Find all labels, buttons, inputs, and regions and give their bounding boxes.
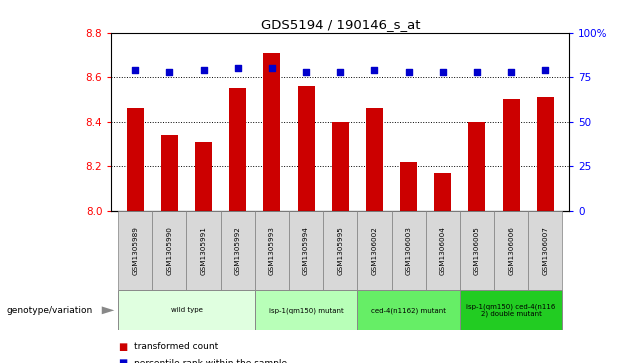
Bar — [127, 108, 144, 211]
Text: GSM1306005: GSM1306005 — [474, 226, 480, 275]
Bar — [195, 142, 212, 211]
Text: ced-4(n1162) mutant: ced-4(n1162) mutant — [371, 307, 446, 314]
Bar — [152, 211, 186, 290]
Text: GSM1305992: GSM1305992 — [235, 226, 241, 275]
Bar — [400, 162, 417, 211]
Point — [370, 67, 380, 73]
Bar — [366, 108, 383, 211]
Point — [472, 69, 482, 75]
Point — [403, 69, 413, 75]
Text: wild type: wild type — [170, 307, 202, 313]
Text: GSM1305990: GSM1305990 — [167, 226, 172, 275]
Bar — [460, 211, 494, 290]
Point — [164, 69, 174, 75]
Text: GSM1306003: GSM1306003 — [406, 226, 411, 275]
Text: ■: ■ — [118, 342, 127, 352]
Text: GSM1306004: GSM1306004 — [439, 226, 446, 275]
Bar — [529, 211, 562, 290]
Bar — [221, 211, 255, 290]
Text: percentile rank within the sample: percentile rank within the sample — [134, 359, 287, 363]
Bar — [537, 97, 554, 211]
Bar — [357, 211, 392, 290]
Bar — [460, 290, 562, 330]
Bar — [468, 122, 485, 211]
Point — [130, 67, 141, 73]
Point — [198, 67, 209, 73]
Bar — [298, 86, 315, 211]
Text: GSM1306002: GSM1306002 — [371, 226, 377, 275]
Bar — [434, 173, 452, 211]
Bar — [502, 99, 520, 211]
Bar — [425, 211, 460, 290]
Text: ■: ■ — [118, 358, 127, 363]
Bar — [186, 211, 221, 290]
Bar — [255, 211, 289, 290]
Bar — [255, 290, 357, 330]
Bar — [332, 122, 349, 211]
Text: GSM1306007: GSM1306007 — [543, 226, 548, 275]
Bar — [494, 211, 529, 290]
Point — [540, 67, 550, 73]
Text: GSM1305989: GSM1305989 — [132, 226, 138, 275]
Point — [301, 69, 311, 75]
Text: GSM1305994: GSM1305994 — [303, 226, 309, 275]
Text: GSM1305993: GSM1305993 — [269, 226, 275, 275]
Bar — [229, 88, 246, 211]
Point — [438, 69, 448, 75]
Text: GSM1305991: GSM1305991 — [200, 226, 207, 275]
Bar — [392, 211, 425, 290]
Text: genotype/variation: genotype/variation — [6, 306, 93, 315]
Text: transformed count: transformed count — [134, 342, 218, 351]
Bar — [263, 53, 280, 211]
Bar — [118, 211, 152, 290]
Text: GSM1305995: GSM1305995 — [337, 226, 343, 275]
Point — [506, 69, 516, 75]
Point — [233, 65, 243, 71]
Text: isp-1(qm150) ced-4(n116
2) double mutant: isp-1(qm150) ced-4(n116 2) double mutant — [466, 303, 556, 317]
Bar — [357, 290, 460, 330]
Bar — [323, 211, 357, 290]
Bar — [118, 290, 255, 330]
Title: GDS5194 / 190146_s_at: GDS5194 / 190146_s_at — [261, 19, 420, 32]
Text: isp-1(qm150) mutant: isp-1(qm150) mutant — [269, 307, 343, 314]
Point — [335, 69, 345, 75]
Point — [267, 65, 277, 71]
Text: GSM1306006: GSM1306006 — [508, 226, 514, 275]
Bar — [289, 211, 323, 290]
Bar — [161, 135, 178, 211]
